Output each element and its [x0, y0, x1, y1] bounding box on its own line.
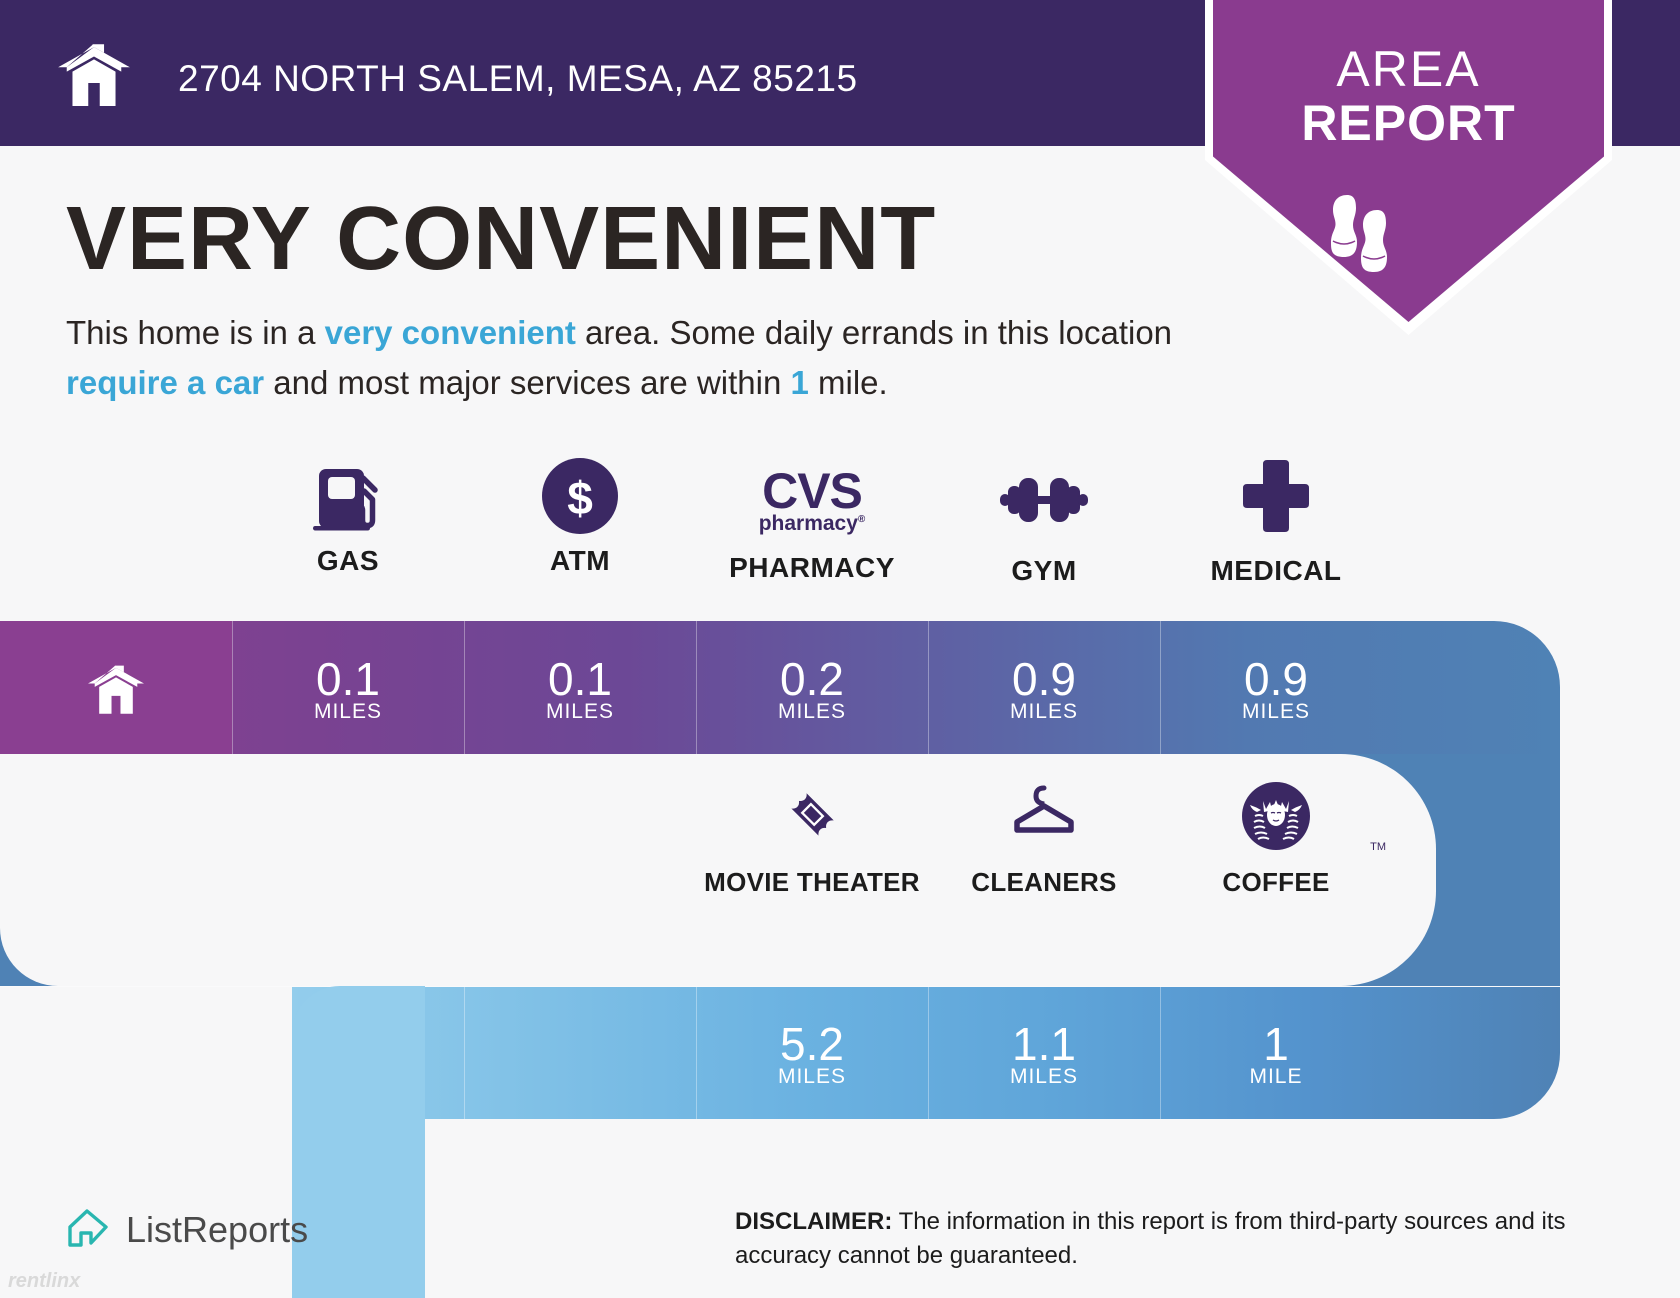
svg-text:$: $ [567, 472, 593, 524]
